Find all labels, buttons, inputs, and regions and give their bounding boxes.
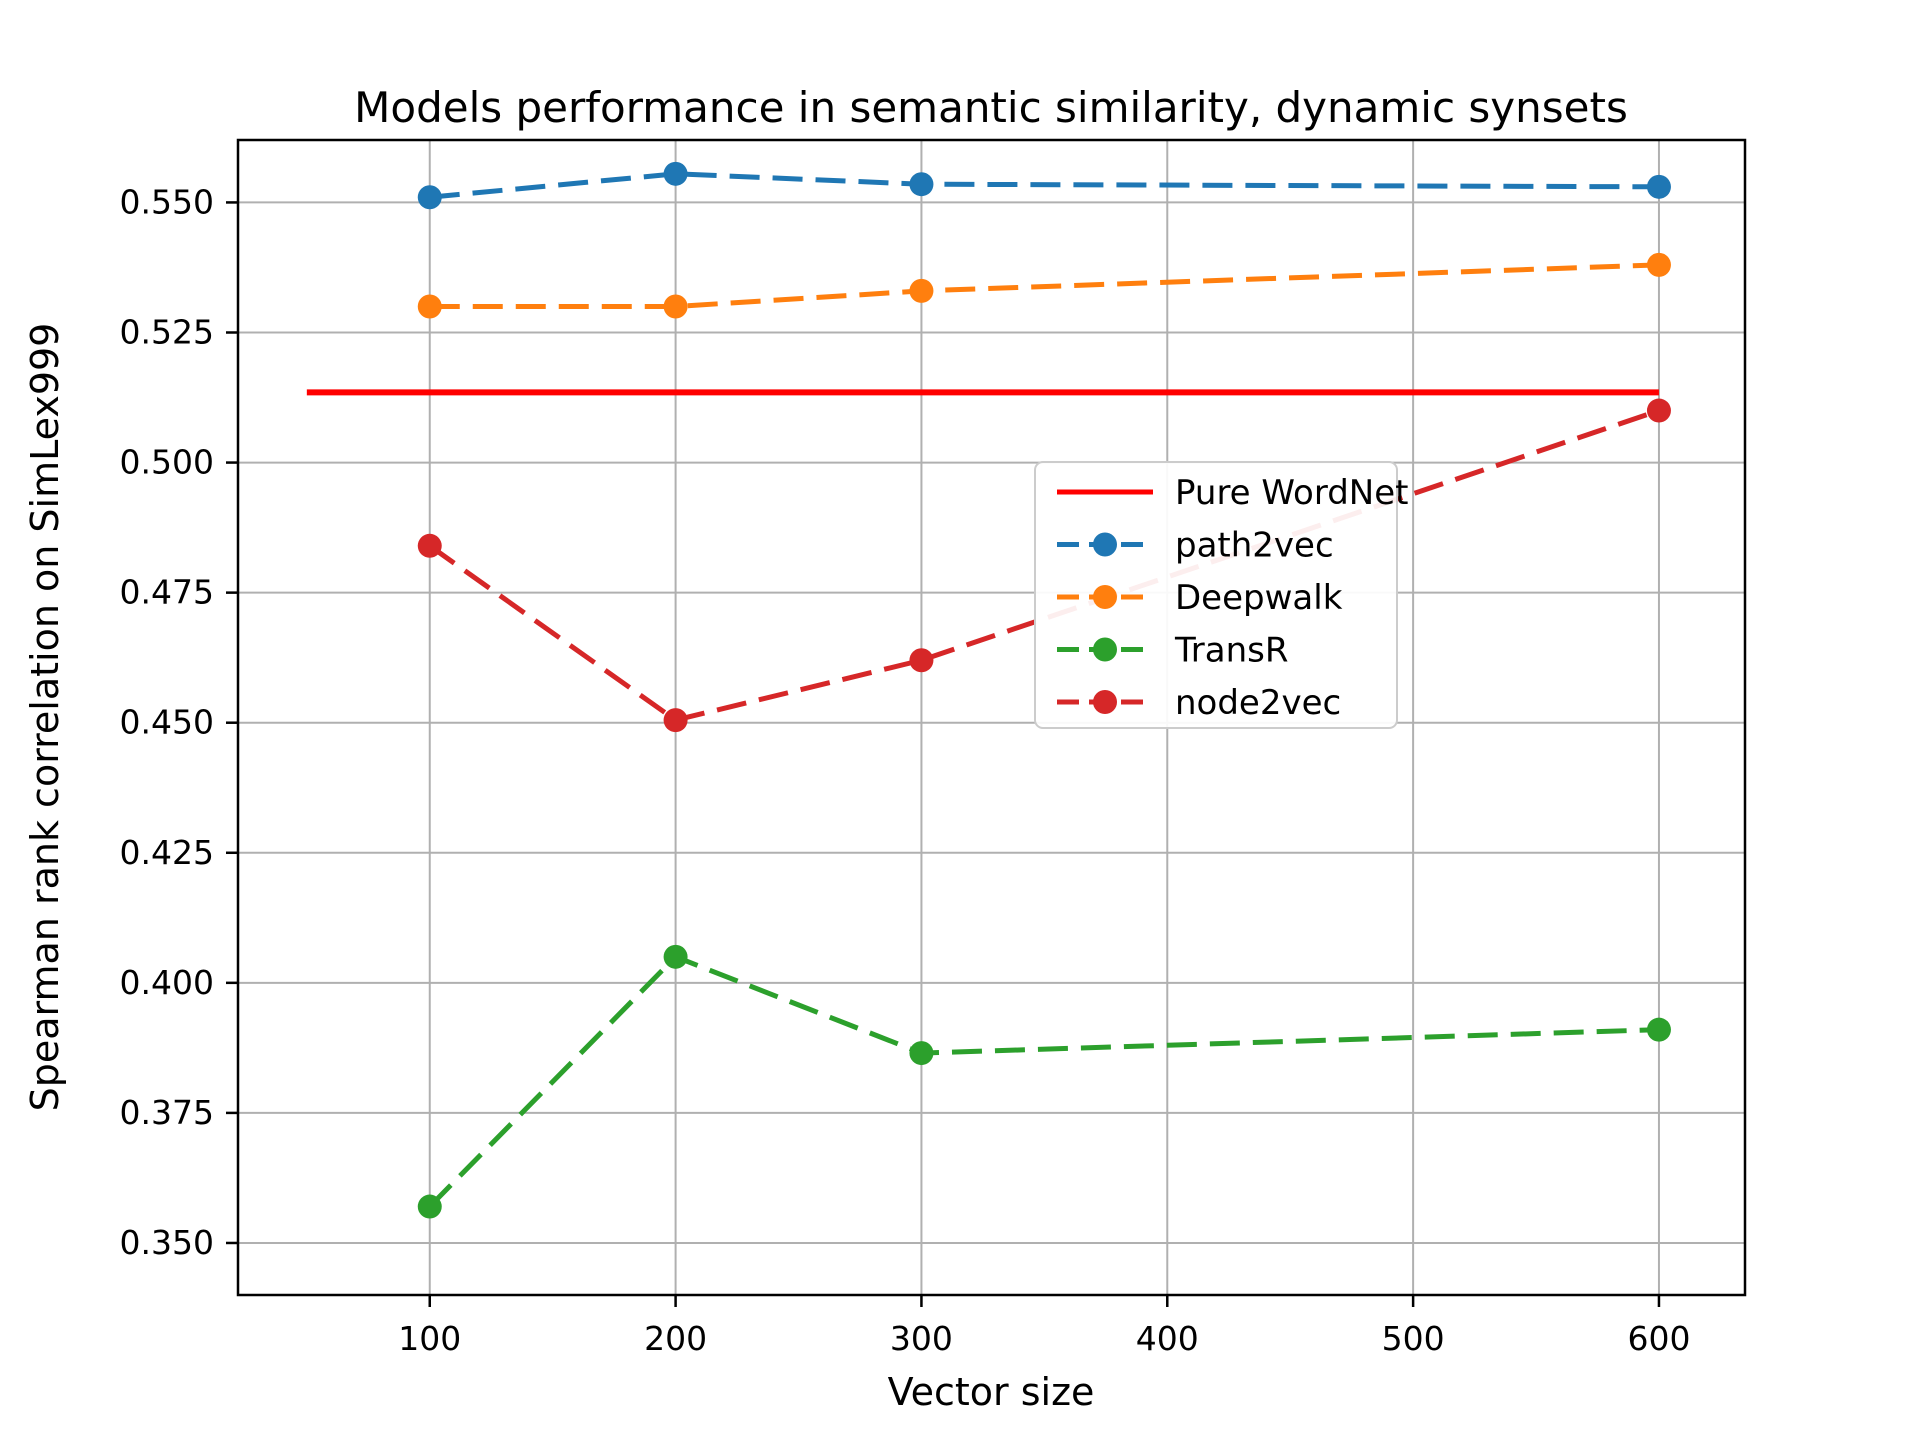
series-marker-TransR (909, 1041, 934, 1066)
series-line-TransR (427, 953, 1660, 1209)
y-tick-label: 0.525 (120, 313, 214, 352)
y-tick-label: 0.475 (120, 573, 214, 612)
x-tick-label: 200 (644, 1319, 707, 1358)
y-tick-label: 0.350 (120, 1223, 214, 1262)
y-tick-label: 0.450 (120, 703, 214, 742)
x-tick-label: 400 (1136, 1319, 1199, 1358)
legend-sample-marker (1093, 690, 1117, 714)
plot-area: 100 200 300 400 500 600 0.350 0.375 0.400 0.425 0.… (120, 138, 1747, 1358)
y-tick-label: 0.400 (120, 963, 214, 1002)
x-tick-label: 300 (890, 1319, 953, 1358)
series-marker-Deepwalk (909, 278, 934, 303)
series-marker-node2vec (1646, 398, 1671, 423)
plot-frame (236, 138, 1747, 1297)
y-tick-label: 0.500 (120, 443, 214, 482)
legend-sample-marker (1093, 532, 1117, 557)
x-axis-label: Vector size (888, 1370, 1095, 1414)
legend-label: TransR (1174, 631, 1288, 671)
x-tick-label: 600 (1627, 1319, 1690, 1358)
x-tick-label: 500 (1382, 1319, 1445, 1358)
series-marker-node2vec (417, 533, 442, 558)
series-marker-Deepwalk (417, 294, 442, 319)
chart-title: Models performance in semantic similarit… (354, 83, 1628, 132)
series-marker-path2vec (909, 172, 934, 197)
series-marker-path2vec (417, 185, 442, 210)
series-line-node2vec (428, 408, 1660, 723)
series-marker-Deepwalk (1646, 252, 1671, 277)
legend-label: Deepwalk (1175, 578, 1343, 618)
legend-sample-marker (1093, 637, 1117, 662)
legend-box (1034, 461, 1398, 729)
legend-label: path2vec (1175, 526, 1334, 566)
series-marker-path2vec (663, 161, 688, 186)
series-marker-Deepwalk (663, 294, 688, 319)
series-line-Deepwalk (429, 262, 1660, 309)
legend-label: Pure WordNet (1175, 473, 1408, 513)
series-line-path2vec (429, 171, 1659, 200)
legend: Pure WordNet path2vec Deepwalk TransR node2v… (1034, 461, 1408, 729)
series-marker-TransR (1646, 1017, 1671, 1042)
series-marker-node2vec (909, 648, 934, 673)
y-tick-label: 0.425 (120, 833, 214, 872)
y-tick-label: 0.550 (120, 182, 214, 221)
legend-label: node2vec (1175, 683, 1341, 723)
x-tick-label: 100 (398, 1319, 461, 1358)
series-marker-TransR (417, 1194, 442, 1219)
series-marker-TransR (663, 944, 688, 969)
y-tick-label: 0.375 (120, 1093, 214, 1132)
series-marker-path2vec (1646, 174, 1671, 199)
y-axis-label: Spearman rank correlation on SimLex999 (23, 323, 67, 1112)
legend-sample-marker (1093, 585, 1117, 609)
series-marker-node2vec (663, 708, 688, 733)
